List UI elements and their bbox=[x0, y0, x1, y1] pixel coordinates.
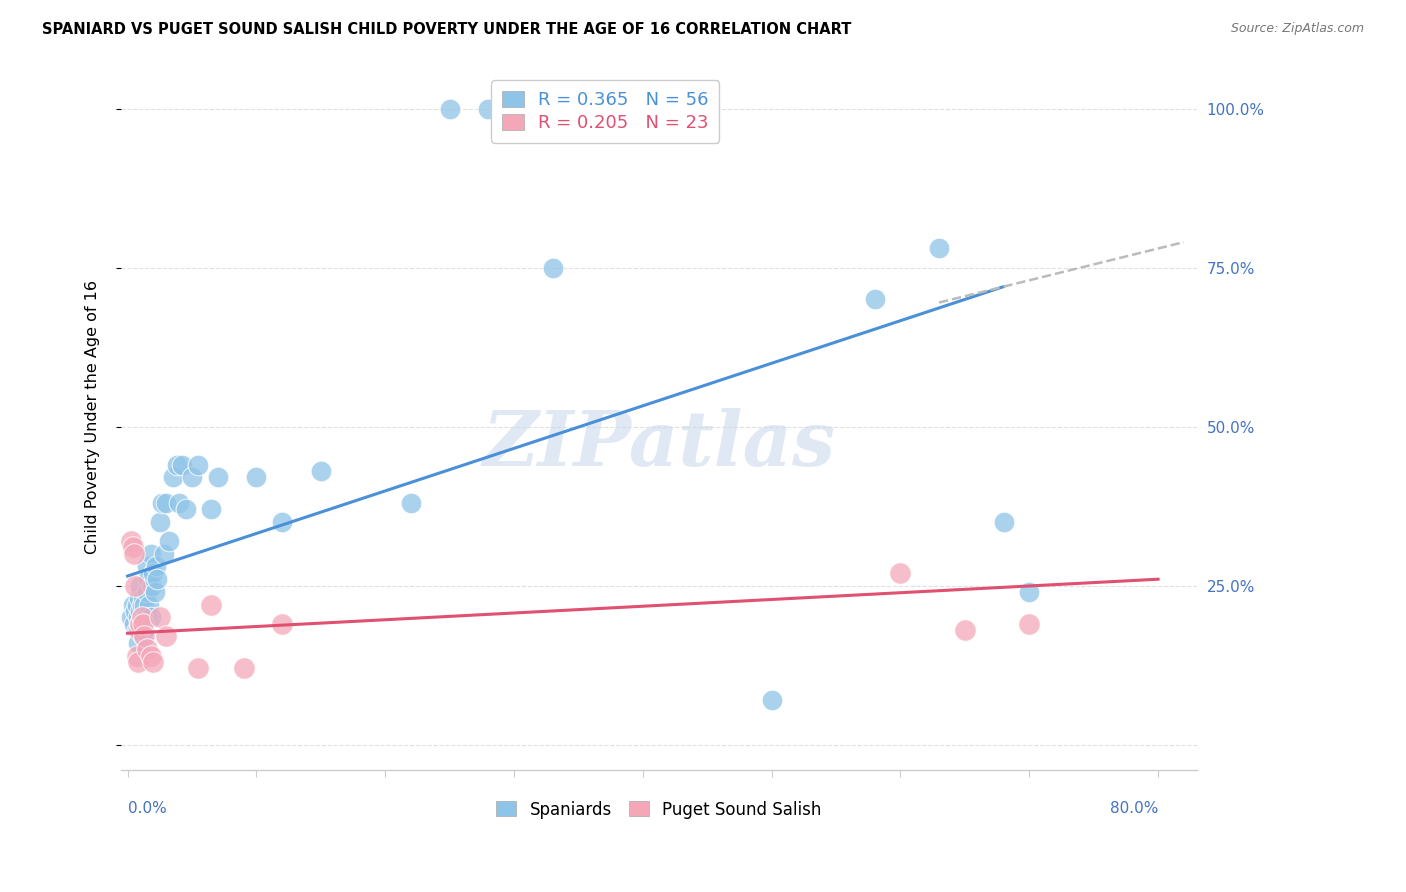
Point bbox=[135, 585, 157, 599]
Point bbox=[125, 623, 148, 637]
Point bbox=[399, 496, 422, 510]
Point bbox=[127, 636, 149, 650]
Point bbox=[131, 598, 153, 612]
Point bbox=[150, 496, 173, 510]
Point bbox=[271, 515, 294, 529]
Point bbox=[135, 610, 157, 624]
Point bbox=[1018, 616, 1040, 631]
Point bbox=[134, 598, 156, 612]
Point bbox=[477, 102, 499, 116]
Point bbox=[889, 566, 911, 580]
Point bbox=[122, 547, 145, 561]
Point bbox=[167, 496, 190, 510]
Point bbox=[131, 610, 153, 624]
Point bbox=[155, 629, 177, 643]
Point bbox=[149, 515, 172, 529]
Point bbox=[149, 610, 172, 624]
Point bbox=[122, 616, 145, 631]
Point bbox=[124, 578, 146, 592]
Point bbox=[121, 541, 143, 555]
Point bbox=[127, 610, 149, 624]
Point bbox=[309, 464, 332, 478]
Point bbox=[541, 260, 564, 275]
Point bbox=[155, 496, 177, 510]
Point bbox=[129, 616, 152, 631]
Point bbox=[125, 648, 148, 663]
Point bbox=[187, 661, 209, 675]
Point bbox=[128, 623, 150, 637]
Point bbox=[120, 610, 142, 624]
Point bbox=[128, 591, 150, 606]
Point bbox=[135, 642, 157, 657]
Point bbox=[166, 458, 188, 472]
Point bbox=[146, 572, 169, 586]
Point bbox=[124, 604, 146, 618]
Point bbox=[141, 578, 163, 592]
Text: 0.0%: 0.0% bbox=[128, 800, 166, 815]
Point bbox=[174, 502, 197, 516]
Point bbox=[120, 534, 142, 549]
Point bbox=[134, 629, 156, 643]
Text: 80.0%: 80.0% bbox=[1109, 800, 1159, 815]
Point bbox=[136, 572, 159, 586]
Point bbox=[128, 616, 150, 631]
Point bbox=[953, 623, 976, 637]
Point bbox=[200, 502, 222, 516]
Point bbox=[152, 547, 174, 561]
Point bbox=[139, 547, 162, 561]
Point bbox=[207, 470, 229, 484]
Point bbox=[125, 598, 148, 612]
Point bbox=[132, 616, 155, 631]
Point bbox=[162, 470, 184, 484]
Point bbox=[135, 559, 157, 574]
Point bbox=[129, 604, 152, 618]
Point bbox=[129, 578, 152, 592]
Point bbox=[139, 648, 162, 663]
Point bbox=[145, 559, 167, 574]
Point bbox=[138, 598, 160, 612]
Point bbox=[928, 242, 950, 256]
Text: ZIPatlas: ZIPatlas bbox=[482, 409, 835, 483]
Point bbox=[187, 458, 209, 472]
Point bbox=[761, 693, 783, 707]
Point bbox=[142, 655, 165, 669]
Point bbox=[232, 661, 254, 675]
Point bbox=[993, 515, 1015, 529]
Text: SPANIARD VS PUGET SOUND SALISH CHILD POVERTY UNDER THE AGE OF 16 CORRELATION CHA: SPANIARD VS PUGET SOUND SALISH CHILD POV… bbox=[42, 22, 852, 37]
Point bbox=[1018, 585, 1040, 599]
Point bbox=[134, 623, 156, 637]
Point bbox=[245, 470, 267, 484]
Y-axis label: Child Poverty Under the Age of 16: Child Poverty Under the Age of 16 bbox=[86, 280, 100, 554]
Legend: Spaniards, Puget Sound Salish: Spaniards, Puget Sound Salish bbox=[489, 794, 828, 825]
Point bbox=[181, 470, 204, 484]
Point bbox=[170, 458, 193, 472]
Point bbox=[439, 102, 461, 116]
Point bbox=[863, 293, 886, 307]
Point bbox=[132, 591, 155, 606]
Point bbox=[139, 610, 162, 624]
Point bbox=[132, 629, 155, 643]
Text: Source: ZipAtlas.com: Source: ZipAtlas.com bbox=[1230, 22, 1364, 36]
Point bbox=[143, 585, 166, 599]
Point bbox=[142, 566, 165, 580]
Point bbox=[131, 610, 153, 624]
Point bbox=[271, 616, 294, 631]
Point bbox=[127, 655, 149, 669]
Point bbox=[121, 598, 143, 612]
Point bbox=[157, 534, 180, 549]
Point bbox=[200, 598, 222, 612]
